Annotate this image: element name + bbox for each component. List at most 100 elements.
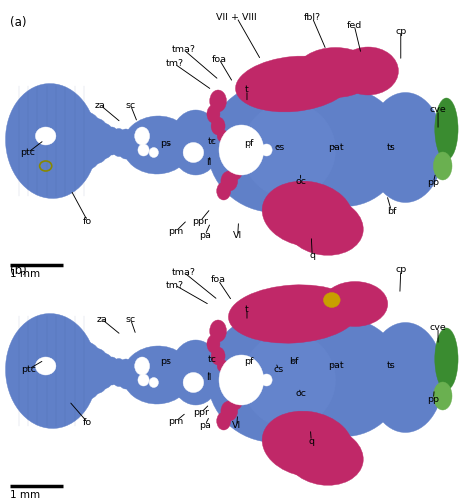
- Ellipse shape: [183, 142, 204, 163]
- Ellipse shape: [242, 102, 336, 198]
- Ellipse shape: [217, 182, 231, 200]
- Ellipse shape: [116, 129, 135, 159]
- Text: q: q: [308, 436, 314, 446]
- Text: sc: sc: [125, 100, 136, 110]
- Ellipse shape: [123, 116, 192, 174]
- Ellipse shape: [287, 318, 403, 436]
- Ellipse shape: [123, 346, 192, 404]
- Text: VII + VIII: VII + VIII: [216, 13, 257, 22]
- Ellipse shape: [221, 171, 238, 191]
- Text: tm?: tm?: [166, 280, 184, 289]
- Ellipse shape: [68, 342, 105, 400]
- Text: pa: pa: [199, 420, 211, 430]
- Ellipse shape: [170, 340, 221, 405]
- Ellipse shape: [103, 127, 120, 155]
- Ellipse shape: [135, 127, 150, 145]
- Text: za: za: [96, 314, 107, 324]
- Text: VI: VI: [232, 422, 241, 430]
- Ellipse shape: [138, 144, 149, 156]
- Ellipse shape: [95, 354, 115, 388]
- Text: ptc: ptc: [21, 364, 36, 374]
- Text: pa: pa: [199, 230, 211, 239]
- Ellipse shape: [110, 128, 127, 156]
- Ellipse shape: [207, 105, 220, 123]
- Text: ts: ts: [387, 143, 396, 152]
- Text: II: II: [206, 373, 212, 382]
- Ellipse shape: [135, 357, 150, 375]
- Ellipse shape: [225, 131, 234, 141]
- Ellipse shape: [296, 48, 375, 98]
- Text: ps: ps: [160, 140, 171, 148]
- Ellipse shape: [6, 314, 97, 428]
- Ellipse shape: [210, 320, 226, 342]
- Ellipse shape: [207, 335, 220, 353]
- Ellipse shape: [262, 411, 353, 477]
- Ellipse shape: [95, 124, 115, 158]
- Text: VI: VI: [233, 232, 242, 240]
- Text: 1 mm: 1 mm: [10, 269, 41, 279]
- Ellipse shape: [228, 285, 359, 343]
- Ellipse shape: [242, 332, 336, 428]
- Ellipse shape: [217, 130, 228, 142]
- Ellipse shape: [116, 359, 135, 389]
- Ellipse shape: [435, 328, 458, 390]
- Text: foa: foa: [211, 276, 226, 284]
- Ellipse shape: [284, 196, 363, 256]
- Text: ps: ps: [160, 356, 171, 366]
- Text: tc: tc: [207, 354, 217, 364]
- Text: sc: sc: [125, 314, 136, 324]
- Text: fo: fo: [83, 418, 92, 427]
- Ellipse shape: [149, 378, 158, 388]
- Text: oc: oc: [295, 176, 306, 186]
- Ellipse shape: [207, 312, 343, 442]
- Ellipse shape: [183, 372, 204, 392]
- Text: pat: pat: [328, 362, 343, 370]
- Text: fo: fo: [83, 216, 92, 226]
- Ellipse shape: [338, 47, 398, 95]
- Ellipse shape: [6, 84, 97, 198]
- Ellipse shape: [261, 144, 272, 156]
- Text: ppr: ppr: [193, 408, 209, 417]
- Text: (b): (b): [10, 264, 27, 277]
- Ellipse shape: [83, 348, 111, 394]
- Text: cp: cp: [395, 266, 406, 274]
- Ellipse shape: [211, 347, 225, 365]
- Text: pf: pf: [245, 356, 254, 366]
- Ellipse shape: [217, 360, 228, 372]
- Ellipse shape: [149, 148, 158, 158]
- Ellipse shape: [433, 152, 452, 180]
- Text: fbl?: fbl?: [304, 13, 321, 22]
- Text: cve: cve: [430, 323, 446, 332]
- Text: q: q: [309, 252, 315, 260]
- Ellipse shape: [217, 412, 231, 430]
- Text: tma?: tma?: [172, 268, 196, 277]
- Text: tma?: tma?: [172, 46, 196, 54]
- Ellipse shape: [235, 56, 352, 112]
- Text: pm: pm: [169, 416, 184, 426]
- Ellipse shape: [210, 90, 226, 112]
- Text: za: za: [95, 100, 106, 110]
- Text: fed: fed: [347, 20, 362, 30]
- Ellipse shape: [435, 98, 458, 160]
- Ellipse shape: [228, 392, 242, 410]
- Ellipse shape: [228, 162, 242, 180]
- Text: pf: pf: [245, 140, 254, 148]
- Ellipse shape: [170, 110, 221, 175]
- Ellipse shape: [207, 82, 343, 212]
- Text: ppr: ppr: [192, 216, 208, 226]
- Text: II: II: [206, 158, 212, 167]
- Ellipse shape: [138, 374, 149, 386]
- Text: ts: ts: [387, 362, 396, 370]
- Ellipse shape: [219, 355, 264, 405]
- Text: cp: cp: [395, 26, 406, 36]
- Ellipse shape: [68, 112, 105, 170]
- Ellipse shape: [211, 117, 225, 135]
- Ellipse shape: [323, 292, 340, 308]
- Text: oc: oc: [295, 390, 306, 398]
- Ellipse shape: [262, 181, 353, 247]
- Text: tc: tc: [207, 136, 217, 145]
- Ellipse shape: [322, 282, 388, 327]
- Text: cs: cs: [274, 366, 284, 374]
- Ellipse shape: [367, 92, 444, 202]
- Text: t: t: [245, 86, 249, 94]
